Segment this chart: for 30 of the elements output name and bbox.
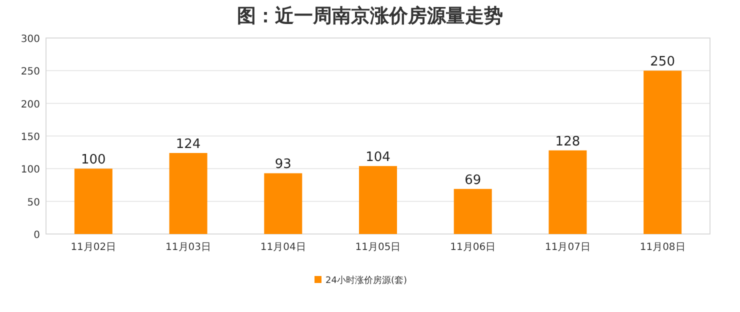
bar (74, 168, 112, 234)
legend-label: 24小时涨价房源(套) (326, 275, 407, 286)
x-tick-label: 11月07日 (544, 242, 590, 253)
data-label: 69 (464, 172, 482, 188)
bar (264, 173, 302, 234)
x-tick-label: 11月08日 (640, 242, 686, 253)
chart-title: 图：近一周南京涨价房源量走势 (237, 5, 503, 27)
bar (359, 166, 397, 234)
bar (548, 150, 587, 234)
y-tick-label: 100 (20, 164, 40, 176)
x-tick-label: 11月06日 (450, 242, 496, 253)
x-tick-label: 11月03日 (166, 242, 212, 253)
x-tick-label: 11月05日 (355, 242, 401, 253)
bar (644, 70, 682, 234)
data-label: 250 (650, 54, 675, 70)
data-label: 124 (176, 136, 201, 152)
y-tick-label: 0 (34, 230, 40, 241)
data-label: 128 (555, 134, 580, 150)
x-tick-label: 11月04日 (260, 242, 306, 253)
bar (454, 188, 492, 234)
x-tick-label: 11月02日 (70, 242, 116, 253)
data-label: 104 (366, 150, 390, 166)
y-tick-label: 200 (20, 99, 40, 110)
y-tick-label: 250 (20, 66, 40, 78)
y-tick-label: 50 (27, 197, 40, 208)
y-tick-label: 150 (20, 132, 40, 143)
data-label: 100 (81, 152, 106, 168)
bar (169, 152, 208, 234)
y-tick-label: 300 (20, 34, 40, 45)
data-label: 93 (274, 157, 292, 172)
